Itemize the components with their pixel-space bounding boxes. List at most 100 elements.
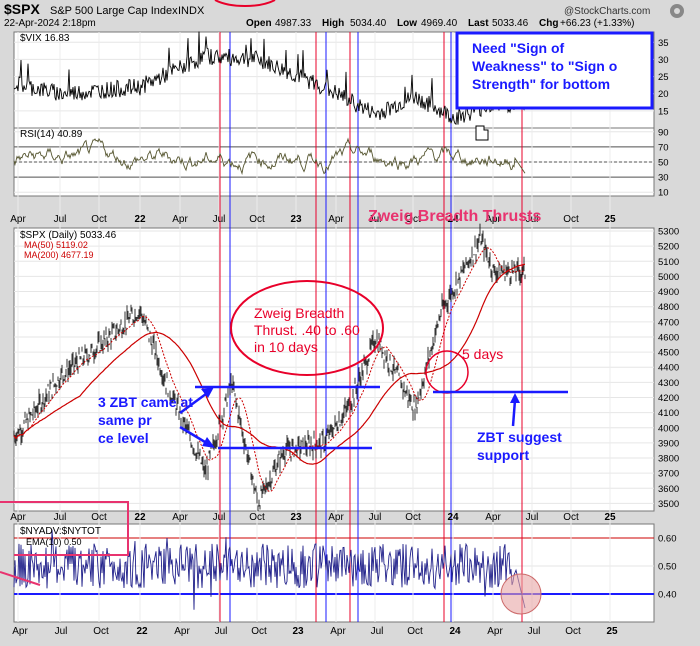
nyadv-panel (13, 523, 655, 623)
y-tick-label: 5300 (658, 227, 679, 238)
zweig-ellipse (230, 280, 384, 376)
ma50-line (13, 247, 526, 492)
y-tick-label: 90 (658, 127, 669, 138)
x-tick-label: 23 (290, 214, 302, 225)
x-tick-label: Jul (369, 512, 382, 523)
x-tick-label: Jul (213, 512, 226, 523)
gridlines (14, 32, 654, 622)
nyadv-line (13, 529, 526, 610)
x-tick-label: Apr (12, 626, 28, 637)
x-tick-label: Apr (330, 626, 346, 637)
y-tick-label: 25 (658, 72, 669, 83)
y-tick-label: 0.50 (658, 562, 677, 573)
vix-legend: $VIX 16.83 (20, 33, 70, 44)
pink-box-outline (0, 501, 129, 556)
y-tick-label: 30 (658, 55, 669, 66)
high-label: High (322, 18, 344, 29)
x-tick-label: Apr (172, 214, 188, 225)
y-tick-label: 30 (658, 173, 669, 184)
ellipse-text: Zweig Breadth Thrust. .40 to .60 in 10 d… (254, 305, 364, 355)
y-tick-label: 4500 (658, 348, 679, 359)
header: $SPX S&P 500 Large Cap Index INDX 22-Apr… (4, 0, 684, 29)
y-tick-label: 4300 (658, 378, 679, 389)
y-tick-label: 0.60 (658, 534, 677, 545)
price-panel (13, 227, 655, 512)
chg-value: +66.23 (+1.33%) (560, 18, 635, 29)
open-label: Open (246, 18, 272, 29)
low-label: Low (397, 18, 417, 29)
x-tick-label: 25 (604, 214, 616, 225)
x-tick-label: Jul (213, 214, 226, 225)
x-tick-label: Jul (528, 626, 541, 637)
x-tick-label: 23 (290, 512, 302, 523)
sign-box (455, 31, 654, 110)
vix-line (13, 31, 526, 126)
x-tick-label: Oct (251, 626, 267, 637)
y-tick-label: 4000 (658, 423, 679, 434)
x-tick-label: Oct (249, 512, 265, 523)
x-tick-label: Apr (172, 512, 188, 523)
y-tick-label: 3600 (658, 484, 679, 495)
y-tick-label: 4900 (658, 287, 679, 298)
low-value: 4969.40 (421, 18, 458, 29)
timestamp: 22-Apr-2024 2:18pm (4, 18, 96, 29)
y-tick-label: 4200 (658, 393, 679, 404)
chart-series (13, 31, 526, 610)
zbt-support-arrow (511, 399, 517, 427)
x-tick-label: Oct (249, 214, 265, 225)
x-tick-label: Apr (485, 512, 501, 523)
x-tick-label: Jul (526, 512, 539, 523)
exchange: INDX (178, 5, 205, 17)
y-tick-label: 3700 (658, 469, 679, 480)
y-tick-label: 10 (658, 188, 669, 199)
settings-gear-icon[interactable] (670, 4, 684, 18)
ema-legend: EMA(10) 0.50 (26, 537, 82, 547)
zweig-title: Zweig Breadth Thrusts (368, 208, 541, 225)
x-tick-label: Jul (371, 626, 384, 637)
x-tick-label: Apr (328, 214, 344, 225)
x-tick-label: Jul (369, 214, 382, 225)
y-tick-label: 4800 (658, 302, 679, 313)
x-tick-label: Jul (54, 214, 67, 225)
ma200-legend: MA(200) 4677.19 (24, 250, 94, 260)
x-tick-label: Oct (405, 214, 421, 225)
y-tick-label: 35 (658, 38, 669, 49)
annotations: Need "Sign of Weakness" to "Sign o Stren… (0, 31, 654, 615)
axis-ticks: 15 20 25 30 35 10 30 50 70 90 3500 3600 3700 3800 3900… (10, 38, 679, 637)
x-tick-label: Jul (54, 512, 67, 523)
three-zbt-label: 3 ZBT came at same pr ce level (98, 394, 197, 446)
y-tick-label: 3900 (658, 438, 679, 449)
pink-box-line (0, 571, 41, 586)
rsi-legend: RSI(14) 40.89 (20, 129, 83, 140)
symbol: $SPX (4, 1, 40, 17)
x-tick-label: 25 (606, 626, 618, 637)
x-tick-label: 24 (447, 512, 459, 523)
y-tick-label: 4100 (658, 408, 679, 419)
x-tick-label: Apr (487, 626, 503, 637)
watermark: @StockCharts.com (564, 6, 650, 17)
x-tick-label: Apr (485, 214, 501, 225)
y-tick-label: 5100 (658, 257, 679, 268)
y-tick-label: 70 (658, 142, 669, 153)
last-value: 5033.46 (492, 18, 529, 29)
x-tick-label: Apr (10, 214, 26, 225)
x-tick-label: Oct (407, 626, 423, 637)
x-tick-label: Oct (563, 214, 579, 225)
x-tick-label: 24 (447, 214, 459, 225)
x-tick-label: Oct (405, 512, 421, 523)
price-legend: $SPX (Daily) 5033.46 (20, 230, 117, 241)
y-tick-label: 4600 (658, 332, 679, 343)
x-tick-label: Apr (328, 512, 344, 523)
y-tick-label: 15 (658, 106, 669, 117)
cursor-hand-icon (475, 125, 489, 141)
nyadv-highlight-circle (500, 573, 542, 615)
last-label: Last (468, 18, 489, 29)
x-tick-label: 22 (136, 626, 148, 637)
y-tick-label: 50 (658, 158, 669, 169)
x-tick-label: 23 (292, 626, 304, 637)
y-tick-label: 0.40 (658, 590, 677, 601)
high-value: 5034.40 (350, 18, 387, 29)
x-tick-label: 22 (134, 214, 146, 225)
x-tick-label: Oct (565, 626, 581, 637)
